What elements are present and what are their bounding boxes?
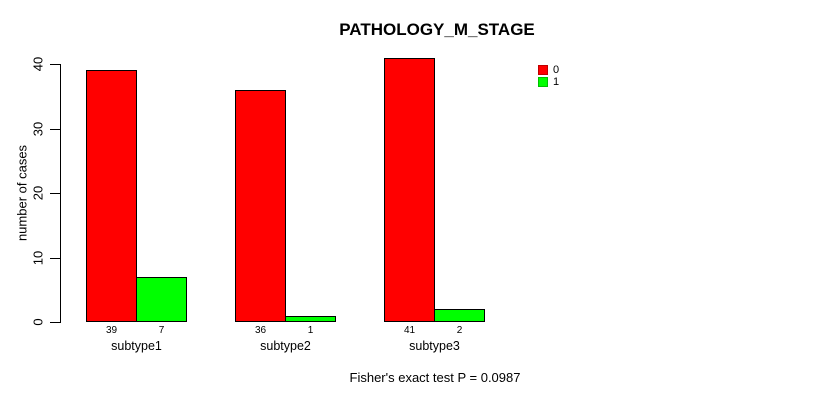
- fisher-test-annotation: Fisher's exact test P = 0.0987: [349, 370, 521, 385]
- bar-value-label: 36: [254, 325, 267, 336]
- bar-1-subtype2: [285, 316, 336, 322]
- bar-value-label: 7: [158, 325, 165, 336]
- bar-value-label: 1: [307, 325, 314, 336]
- y-tick-mark: [50, 322, 60, 323]
- bar-value-label: 41: [403, 325, 416, 336]
- x-category-label: subtype2: [260, 339, 311, 353]
- bar-0-subtype1: [86, 70, 137, 322]
- x-category-label: subtype3: [409, 339, 460, 353]
- y-tick-mark: [50, 64, 60, 65]
- y-axis-line: [60, 64, 61, 323]
- legend-swatch: [538, 76, 548, 87]
- y-tick-label: 30: [30, 121, 46, 136]
- bar-value-label: 39: [105, 325, 118, 336]
- bar-0-subtype3: [384, 58, 435, 322]
- y-tick-label: 0: [30, 318, 46, 326]
- y-tick-mark: [50, 129, 60, 130]
- legend-label: 1: [553, 75, 560, 88]
- legend-item-1: 1: [538, 75, 560, 88]
- y-tick-label: 20: [30, 185, 46, 201]
- y-tick-label: 40: [30, 56, 46, 72]
- legend-swatch: [538, 65, 548, 75]
- legend-item-0: 0: [538, 64, 560, 76]
- bar-1-subtype1: [136, 277, 187, 322]
- y-axis-title: number of cases: [14, 144, 30, 242]
- bar-value-label: 2: [456, 325, 463, 336]
- legend-label: 0: [553, 64, 560, 76]
- chart-title: PATHOLOGY_M_STAGE: [339, 20, 535, 39]
- bar-0-subtype2: [235, 90, 286, 322]
- x-category-label: subtype1: [111, 339, 162, 353]
- y-tick-mark: [50, 193, 60, 194]
- y-tick-mark: [50, 258, 60, 259]
- y-tick-label: 10: [30, 250, 46, 265]
- bar-1-subtype3: [434, 309, 485, 322]
